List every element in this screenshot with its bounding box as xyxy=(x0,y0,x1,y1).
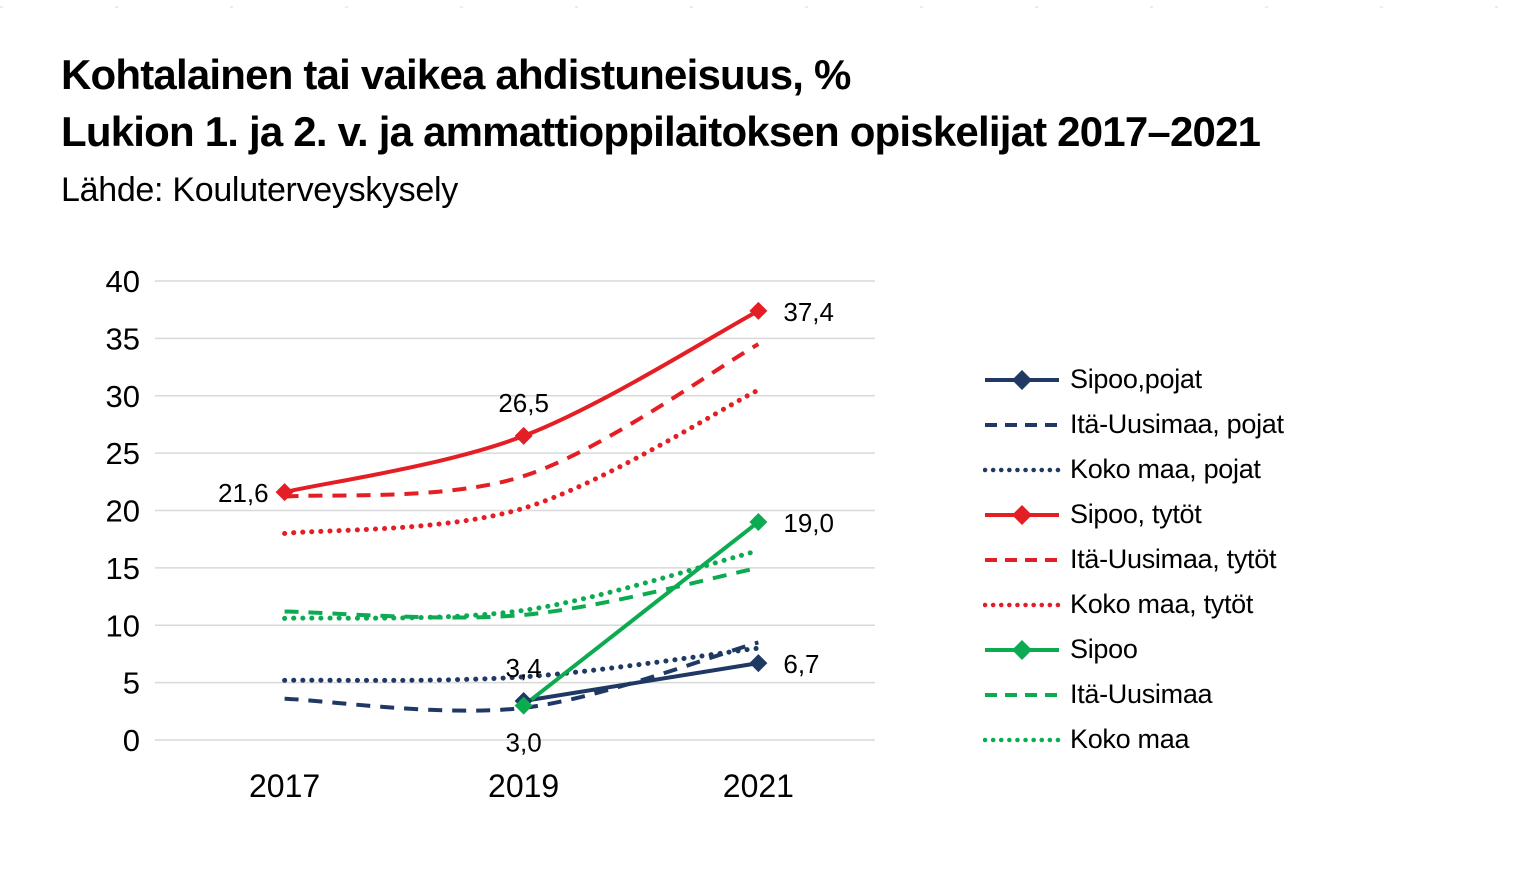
marker-diamond-sipoo-tyt-t xyxy=(275,483,294,502)
data-label-sipoo-1: 3,0 xyxy=(506,728,542,758)
marker-diamond-sipoo xyxy=(514,696,533,715)
legend-label: Itä-Uusimaa, tytöt xyxy=(1070,544,1277,574)
series-line-it-uusimaa xyxy=(284,565,759,620)
legend-label: Itä-Uusimaa, pojat xyxy=(1070,409,1284,439)
legend-label: Itä-Uusimaa xyxy=(1070,679,1213,709)
x-axis-tick-label: 2021 xyxy=(723,768,794,804)
legend-key-solid-line-icon xyxy=(985,639,1059,660)
legend-item-koko-maa: Koko maa xyxy=(983,717,1284,762)
legend-key-dotted-line-icon xyxy=(983,737,1061,742)
marker-diamond-sipoo xyxy=(749,512,768,531)
series-line-koko-maa xyxy=(282,548,761,621)
legend-marker-diamond xyxy=(1012,369,1032,390)
data-label-sipoo-pojat-2: 6,7 xyxy=(783,649,819,679)
legend-item-koko-maa-pojat: Koko maa, pojat xyxy=(983,447,1284,492)
legend-key-solid-line-icon xyxy=(985,369,1059,390)
y-axis-tick-label: 25 xyxy=(106,436,140,471)
marker-diamond-sipoo-pojat xyxy=(749,654,768,673)
legend-key-dotted-line-icon xyxy=(983,467,1061,472)
data-label-sipoo-tyt-t-1: 26,5 xyxy=(498,388,549,418)
legend-label: Sipoo,pojat xyxy=(1070,364,1202,394)
legend-key-dashed-line-icon xyxy=(985,557,1059,562)
y-axis-tick-label: 10 xyxy=(106,608,140,643)
y-axis-tick-label: 30 xyxy=(106,379,140,414)
legend-item-sipoo-tyt-t: Sipoo, tytöt xyxy=(983,492,1284,537)
y-axis-tick-label: 35 xyxy=(106,321,140,356)
series-line-sipoo xyxy=(522,520,760,708)
legend-label: Koko maa, pojat xyxy=(1070,454,1261,484)
x-axis-tick-label: 2019 xyxy=(488,768,559,804)
chart-title-line1: Kohtalainen tai vaikea ahdistuneisuus, % xyxy=(61,51,851,98)
legend-item-koko-maa-tyt-t: Koko maa, tytöt xyxy=(983,582,1284,627)
legend-item-it-uusimaa-tyt-t: Itä-Uusimaa, tytöt xyxy=(983,537,1284,582)
legend-key-solid-line-icon xyxy=(985,504,1059,525)
series-line-koko-maa-pojat xyxy=(282,645,761,683)
marker-diamond-sipoo-tyt-t xyxy=(514,426,533,445)
y-axis-tick-label: 5 xyxy=(123,666,140,701)
legend-marker-diamond xyxy=(1012,504,1032,525)
chart-title-line2: Lukion 1. ja 2. v. ja ammattioppilaitoks… xyxy=(61,108,1261,155)
data-label-sipoo-2: 19,0 xyxy=(783,508,834,538)
chart-legend: Sipoo,pojat Itä-Uusimaa, pojat Koko maa, p… xyxy=(983,357,1284,762)
legend-item-sipoo: Sipoo xyxy=(983,627,1284,672)
legend-item-it-uusimaa: Itä-Uusimaa xyxy=(983,672,1284,717)
series-line-it-uusimaa-tyt-t xyxy=(284,342,760,499)
legend-item-it-uusimaa-pojat: Itä-Uusimaa, pojat xyxy=(983,402,1284,447)
data-label-sipoo-tyt-t-0: 21,6 xyxy=(218,478,269,508)
legend-key-dashed-line-icon xyxy=(985,692,1059,697)
data-label-sipoo-pojat-1: 3,4 xyxy=(506,653,542,683)
legend-key-dashed-line-icon xyxy=(985,422,1059,427)
legend-label: Sipoo xyxy=(1070,634,1138,664)
y-axis-tick-label: 0 xyxy=(123,723,140,758)
marker-diamond-sipoo-tyt-t xyxy=(749,301,768,320)
chart-header: Kohtalainen tai vaikea ahdistuneisuus, %… xyxy=(61,46,1261,211)
legend-item-sipoo-pojat: Sipoo,pojat xyxy=(983,357,1284,402)
series-line-it-uusimaa-pojat xyxy=(284,640,759,713)
y-axis-tick-label: 15 xyxy=(106,551,140,586)
legend-key-dotted-line-icon xyxy=(983,602,1061,607)
legend-marker-diamond xyxy=(1012,639,1032,660)
legend-label: Koko maa, tytöt xyxy=(1070,589,1254,619)
y-axis-tick-label: 20 xyxy=(106,494,140,529)
legend-label: Koko maa xyxy=(1070,724,1190,754)
series-line-sipoo-pojat xyxy=(523,661,759,703)
data-label-sipoo-tyt-t-2: 37,4 xyxy=(783,297,834,327)
legend-label: Sipoo, tytöt xyxy=(1070,499,1202,529)
x-axis-tick-label: 2017 xyxy=(249,768,320,804)
y-axis-tick-label: 40 xyxy=(106,264,140,299)
chart-source: Lähde: Kouluterveyskysely xyxy=(61,171,458,209)
